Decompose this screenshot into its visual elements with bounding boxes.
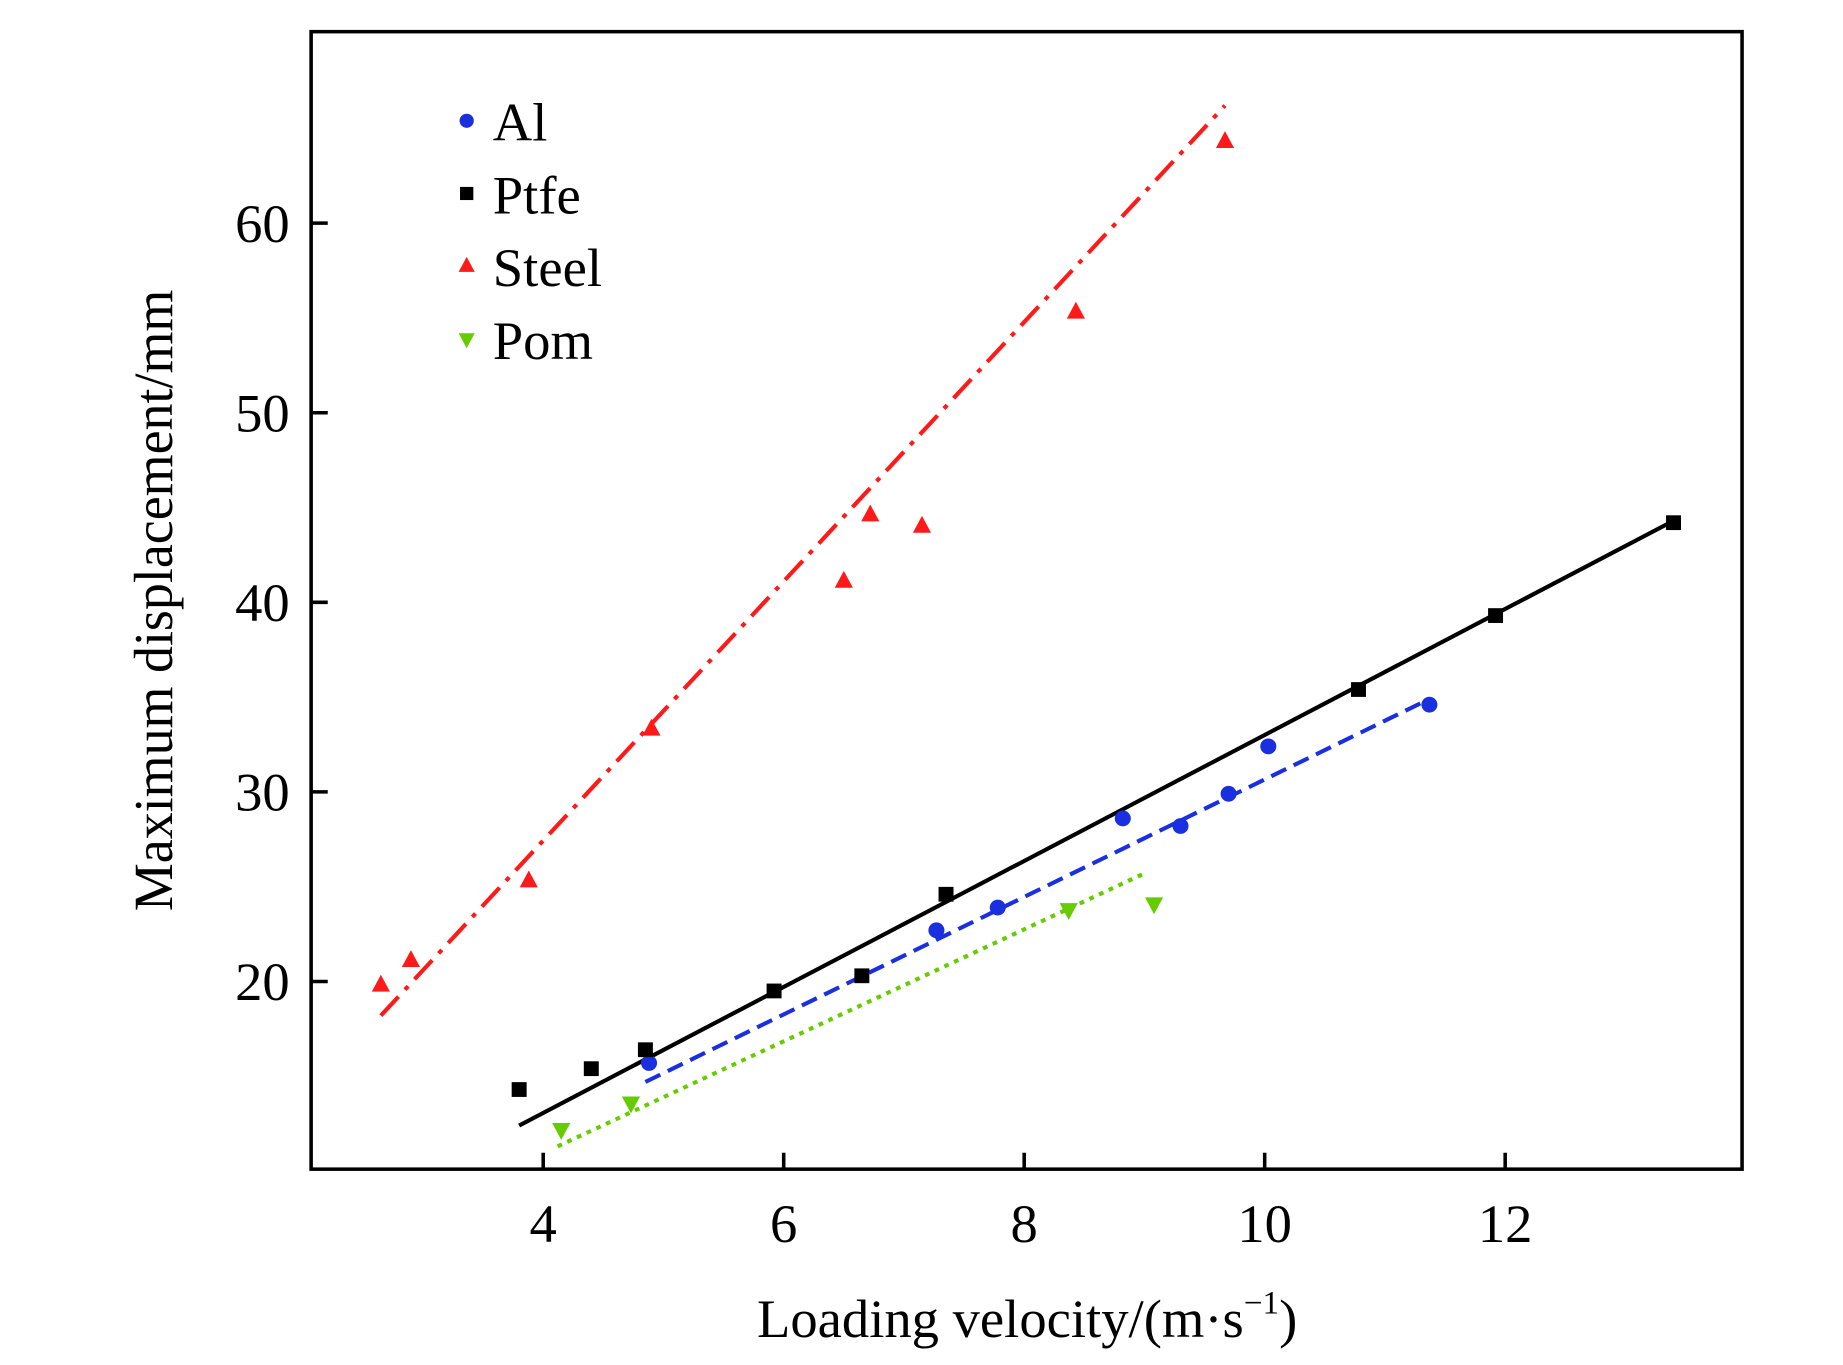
al-data-point: [1114, 810, 1131, 827]
pom-data-point: [552, 1123, 571, 1140]
x-tick-label: 10: [1237, 1194, 1292, 1254]
steel-fit-line: [379, 104, 1227, 1017]
y-tick-label: 50: [235, 384, 290, 444]
x-tick-label: 8: [1011, 1194, 1038, 1254]
al-data-point: [1172, 818, 1189, 834]
ptfe-data-point: [938, 886, 954, 902]
al-fit-line: [644, 697, 1431, 1084]
ptfe-data-point: [637, 1042, 653, 1058]
pom-data-point: [1059, 903, 1078, 920]
plot-frame: [309, 29, 1744, 1171]
x-tick-label: 12: [1478, 1194, 1533, 1254]
al-data-point: [1220, 785, 1237, 802]
x-tick-label: 4: [530, 1194, 557, 1254]
steel-data-point: [1215, 131, 1235, 148]
y-tick-label: 30: [235, 763, 290, 823]
steel-data-point: [519, 870, 538, 888]
y-tick-label: 60: [235, 194, 290, 254]
ptfe-data-point: [511, 1082, 527, 1097]
x-axis-label: Loading velocity/(m·s−1): [757, 1286, 1297, 1349]
ptfe-data-point: [1666, 515, 1682, 531]
pom-data-point: [1144, 897, 1164, 915]
legend-steel-marker: [458, 256, 475, 272]
steel-data-point: [1066, 301, 1085, 319]
legend-pom-marker: [458, 333, 475, 349]
al-data-point: [1421, 696, 1438, 713]
ptfe-data-point: [766, 983, 782, 999]
legend-al-label: Al: [493, 93, 548, 153]
pom-fit-line: [556, 871, 1146, 1149]
pom-data-point: [621, 1096, 641, 1114]
al-data-point: [1260, 738, 1277, 755]
y-axis-label: Maximum displacement/mm: [124, 290, 184, 912]
y-tick-label: 40: [235, 573, 290, 633]
ptfe-data-point: [854, 968, 870, 984]
steel-data-point: [401, 950, 421, 967]
al-data-point: [989, 899, 1006, 916]
legend-pom-label: Pom: [493, 311, 593, 371]
legend-ptfe-label: Ptfe: [493, 166, 581, 226]
legend-ptfe-marker: [460, 186, 474, 201]
al-data-point: [928, 922, 945, 939]
x-tick-label: 6: [770, 1194, 797, 1254]
ptfe-data-point: [1488, 608, 1504, 623]
y-tick-label: 20: [235, 953, 290, 1013]
steel-data-point: [912, 515, 932, 533]
al-data-point: [641, 1055, 658, 1071]
ptfe-fit-line: [518, 518, 1675, 1128]
steel-data-point: [371, 974, 390, 992]
steel-data-point: [834, 570, 853, 588]
ptfe-data-point: [1350, 682, 1366, 697]
ptfe-data-point: [583, 1061, 599, 1077]
legend-al-marker: [459, 113, 474, 128]
steel-data-point: [861, 504, 880, 522]
legend-steel-label: Steel: [493, 238, 602, 298]
steel-data-point: [642, 718, 661, 736]
